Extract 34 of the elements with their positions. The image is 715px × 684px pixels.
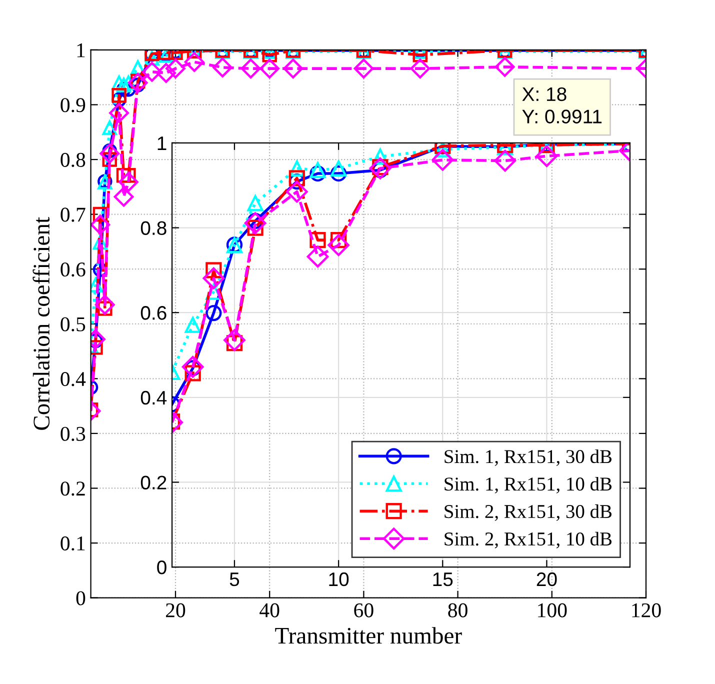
y-tick-label: 0 <box>157 560 166 574</box>
legend-label: Sim. 1, Rx151, 10 dB <box>444 476 612 494</box>
y-tick-label: 0.8 <box>140 221 166 236</box>
y-tick-label: 1 <box>158 136 166 150</box>
x-tick-label: 10 <box>329 572 349 586</box>
x-tick-label: 40 <box>260 603 280 618</box>
y-axis-title: Correlation coefficient <box>32 217 50 430</box>
x-axis-title: Transmitter number <box>275 627 462 644</box>
x-tick-label: 60 <box>354 603 374 618</box>
y-tick-label: 0.2 <box>60 482 85 496</box>
x-tick-label: 100 <box>538 603 567 618</box>
y-tick-label: 0.5 <box>60 317 86 332</box>
x-tick-label: 20 <box>166 603 186 618</box>
y-tick-label: 0.4 <box>140 390 167 405</box>
y-tick-label: 1 <box>77 43 85 58</box>
x-tick-label: 120 <box>632 603 661 618</box>
y-tick-label: 0.1 <box>60 536 85 551</box>
y-tick-label: 0.4 <box>60 372 86 386</box>
y-tick-label: 0.6 <box>140 306 166 320</box>
x-tick-label: 5 <box>230 572 240 586</box>
x-tick-label: 15 <box>433 572 453 586</box>
y-tick-label: 0.7 <box>60 208 86 222</box>
legend-label: Sim. 2, Rx151, 10 dB <box>444 532 612 548</box>
annotation: X: 18 Y: 0.9911 <box>522 87 602 124</box>
x-tick-label: 80 <box>448 603 468 618</box>
y-tick-label: 0.6 <box>60 262 86 277</box>
legend-label: Sim. 2, Rx151, 30 dB <box>444 504 612 521</box>
y-tick-label: 0.3 <box>60 426 86 441</box>
y-tick-label: 0.9 <box>60 98 86 112</box>
x-tick-label: 20 <box>536 572 557 586</box>
y-tick-label: 0.8 <box>60 152 86 168</box>
y-tick-label: 0.2 <box>140 476 166 490</box>
legend-label: Sim. 1, Rx151, 30 dB <box>444 449 612 466</box>
y-tick-label: 0 <box>76 591 86 606</box>
